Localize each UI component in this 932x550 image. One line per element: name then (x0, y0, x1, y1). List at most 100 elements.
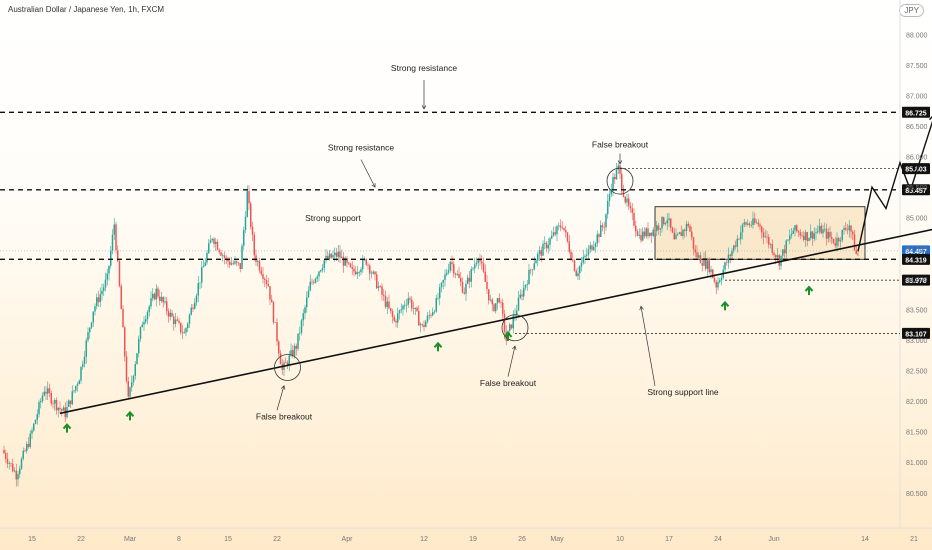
projection-path[interactable] (857, 114, 932, 252)
candle (810, 224, 812, 241)
candle-body (307, 290, 310, 298)
candle (428, 310, 430, 320)
support-trendline[interactable] (59, 227, 932, 415)
candle-body (544, 242, 546, 244)
candle (372, 270, 374, 275)
candle-body (85, 340, 87, 357)
candle (192, 304, 194, 313)
price-tag-label: 85.457 (905, 188, 927, 195)
price-tag[interactable] (902, 106, 930, 118)
candle-body (169, 312, 171, 317)
candle (444, 269, 446, 287)
candle-body (542, 243, 544, 256)
candle-body (710, 269, 712, 273)
candle (302, 309, 304, 327)
candle (337, 244, 339, 263)
candle (542, 240, 544, 256)
false-breakout-circle[interactable] (606, 167, 634, 195)
candle-body (729, 254, 731, 256)
candle-body (425, 321, 427, 327)
candle-body (551, 235, 553, 239)
candle-body (68, 400, 70, 407)
candle-body (181, 332, 184, 334)
candle (691, 226, 693, 241)
candle-body (174, 319, 177, 325)
candle-body (426, 315, 429, 322)
candle (10, 462, 12, 468)
price-tag[interactable] (902, 327, 930, 339)
candle-body (365, 259, 367, 265)
candle (843, 225, 845, 235)
candle-body (440, 282, 443, 288)
candle-body (353, 268, 355, 272)
candle-body (743, 222, 745, 225)
candle (257, 258, 259, 267)
candle (628, 193, 630, 211)
candle-body (740, 232, 742, 240)
candle-body (846, 229, 849, 231)
candle (356, 266, 359, 280)
candle-body (20, 458, 23, 469)
candle (780, 255, 782, 270)
candle (33, 422, 35, 433)
candle (358, 270, 360, 277)
candle-body (796, 225, 798, 232)
candle-body (628, 198, 630, 206)
candle-body (789, 235, 791, 240)
candle-body (785, 240, 787, 254)
price-tag[interactable] (902, 274, 930, 286)
candle (456, 270, 458, 277)
price-tag[interactable] (902, 253, 930, 265)
candle (649, 232, 651, 238)
candle-body (489, 299, 492, 301)
candle-body (517, 297, 520, 311)
candle (748, 221, 751, 228)
candle (220, 249, 222, 257)
candle-body (262, 274, 264, 279)
candle (306, 291, 308, 313)
candle-body (701, 263, 703, 266)
candle-body (173, 316, 175, 325)
candle-body (591, 245, 593, 250)
x-tick-label: 15 (224, 536, 232, 543)
price-tag[interactable] (902, 245, 930, 257)
candle (24, 448, 26, 453)
candle (545, 241, 548, 253)
candle (89, 327, 91, 339)
candle-body (376, 274, 378, 289)
candle-body (626, 198, 628, 203)
candle-body (377, 286, 380, 289)
candle-body (820, 225, 822, 234)
candle (80, 366, 82, 384)
candle-body (829, 231, 831, 238)
candle (502, 298, 504, 321)
candle-body (468, 277, 471, 282)
candle-body (428, 315, 430, 316)
candle (829, 226, 831, 242)
candle (498, 293, 500, 304)
candle-body (498, 298, 500, 303)
candle-body (432, 312, 434, 316)
candle-body (103, 287, 105, 291)
candle-body (323, 260, 325, 269)
y-tick-label: 87.500 (906, 63, 928, 70)
candle-body (731, 250, 733, 256)
candle-body (650, 232, 653, 236)
candle-body (712, 269, 714, 278)
candle-body (463, 292, 465, 294)
candle (678, 231, 681, 235)
y-tick-label: 87.000 (906, 93, 928, 100)
price-tag[interactable] (902, 163, 930, 175)
candle-body (230, 263, 233, 265)
candle (355, 266, 357, 276)
y-tick-label: 83.500 (906, 307, 928, 314)
candle (398, 309, 401, 320)
candle (712, 268, 714, 279)
false-breakout-circle[interactable] (274, 354, 301, 381)
candle (3, 445, 5, 454)
candle (769, 242, 772, 249)
candle-body (706, 260, 709, 269)
candle (307, 286, 310, 298)
false-breakout-circle[interactable] (501, 314, 529, 342)
